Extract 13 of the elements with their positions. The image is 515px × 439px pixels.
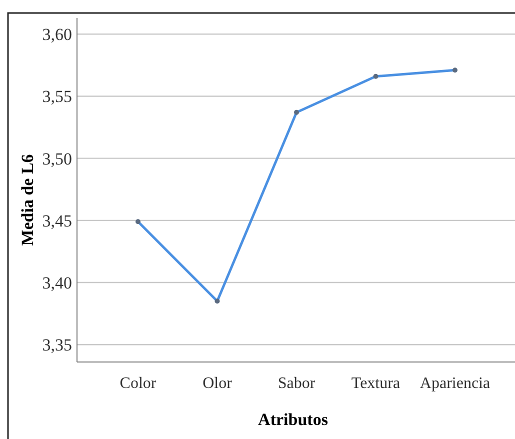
y-axis-title: Media de L6 — [18, 154, 37, 246]
x-tick-label: Textura — [351, 375, 400, 392]
x-tick-label: Apariencia — [420, 375, 490, 392]
x-tick-label: Color — [120, 375, 157, 392]
y-tick-label: 3,50 — [42, 149, 72, 168]
y-tick-label: 3,45 — [42, 211, 72, 230]
y-tick-label: 3,35 — [42, 336, 72, 355]
x-tick-label: Sabor — [278, 375, 316, 392]
x-axis-title: Atributos — [258, 410, 328, 429]
y-tick-label: 3,60 — [42, 25, 72, 44]
x-tick-label: Olor — [202, 375, 233, 392]
y-tick-label: 3,55 — [42, 87, 72, 106]
y-tick-label: 3,40 — [42, 273, 72, 292]
